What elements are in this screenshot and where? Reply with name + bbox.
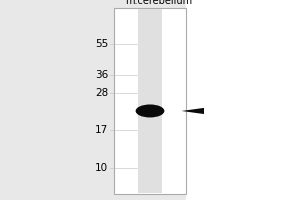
Text: 28: 28 xyxy=(95,88,108,98)
Text: 17: 17 xyxy=(95,125,108,135)
Ellipse shape xyxy=(136,104,164,117)
Bar xyxy=(138,9,162,193)
Text: 10: 10 xyxy=(95,163,108,173)
Text: m.cerebellum: m.cerebellum xyxy=(125,0,193,6)
Bar xyxy=(186,0,300,200)
Polygon shape xyxy=(182,108,204,114)
Text: 55: 55 xyxy=(95,39,108,49)
Text: 36: 36 xyxy=(95,70,108,80)
Bar xyxy=(114,8,186,194)
